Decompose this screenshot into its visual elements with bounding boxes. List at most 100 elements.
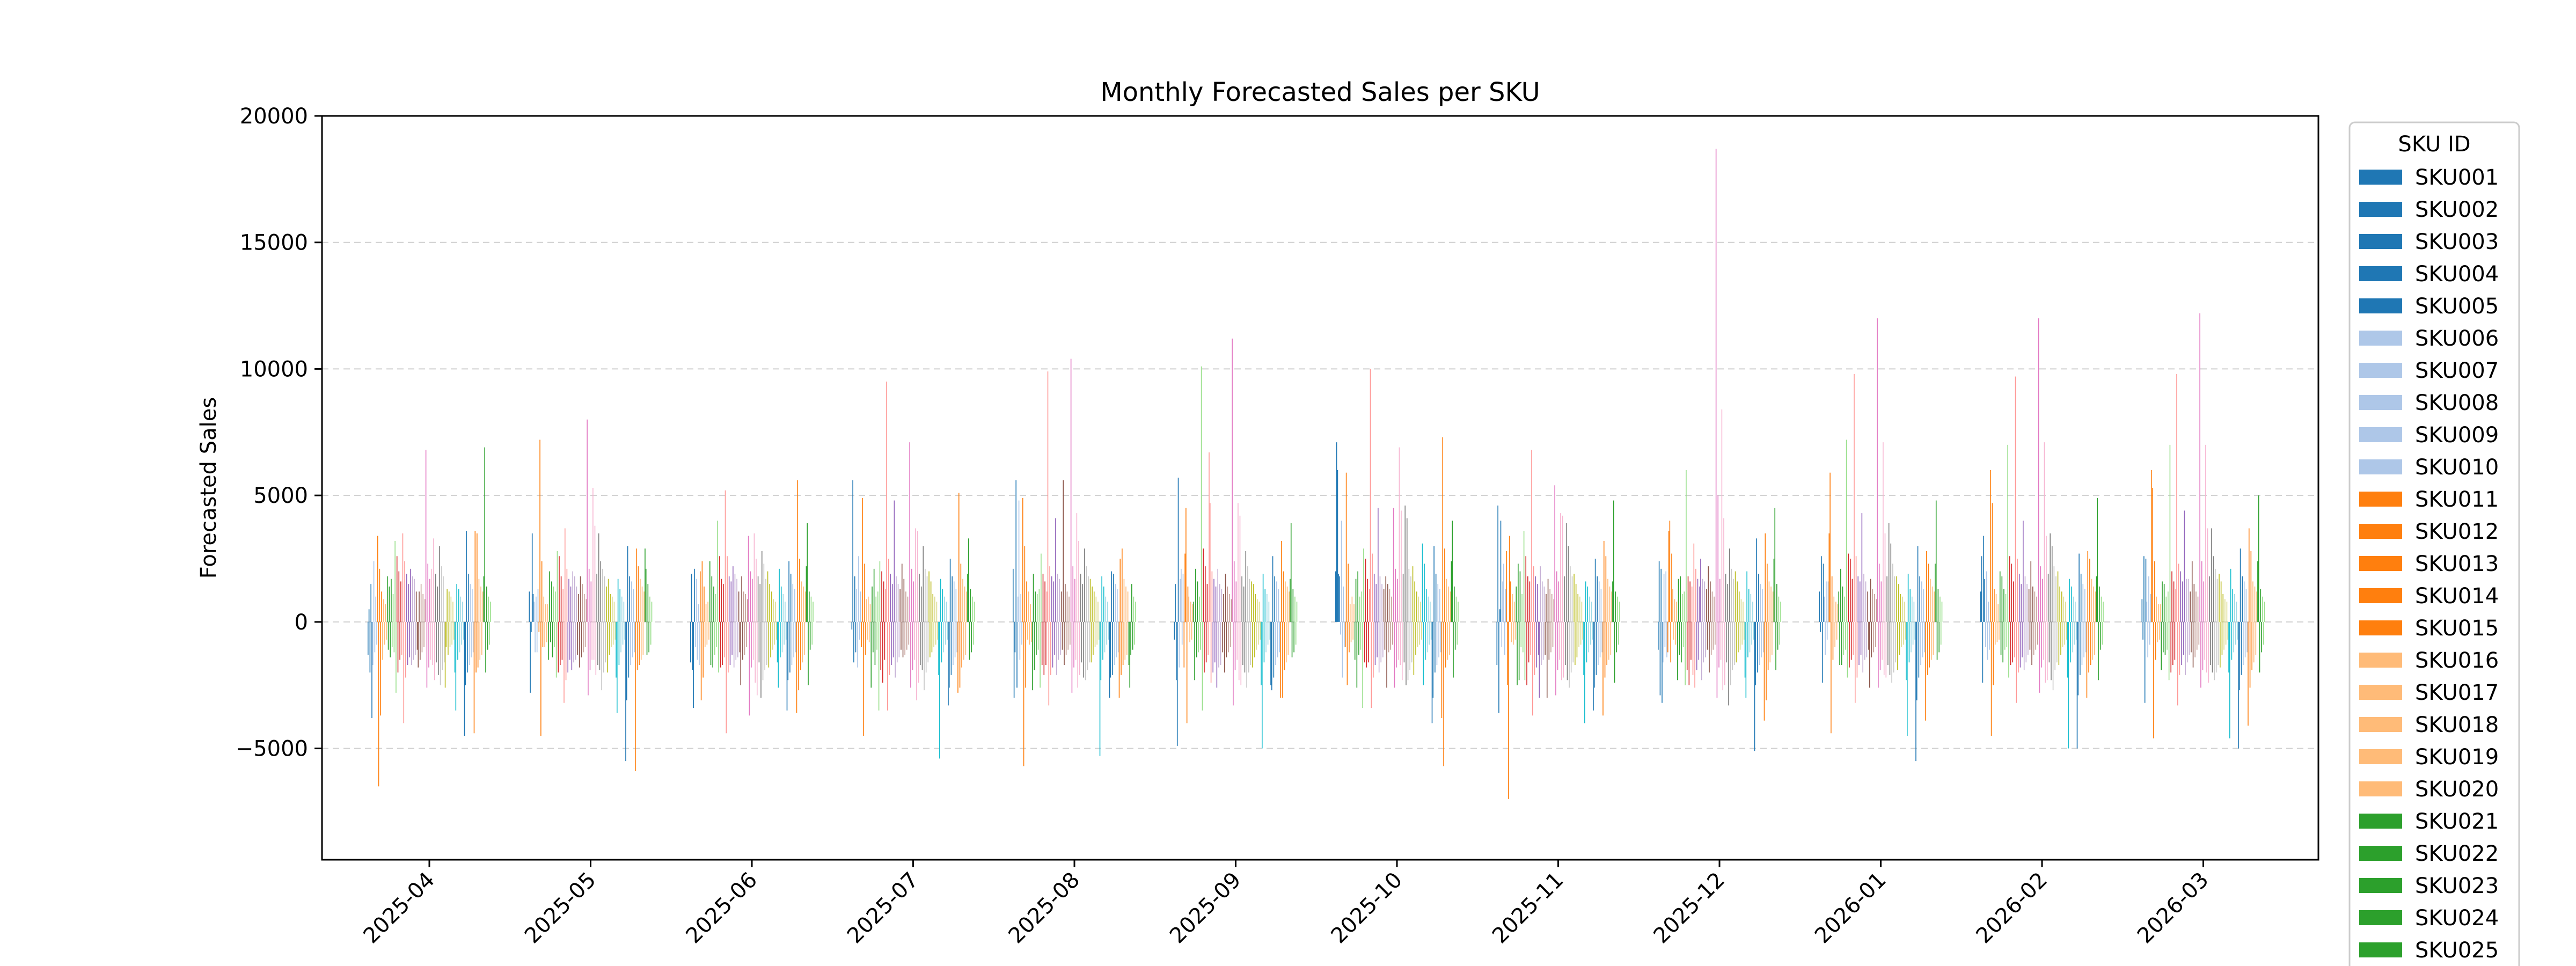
bar-sku014-2025-04 (380, 621, 381, 716)
x-tick-label: 2025-11 (1488, 868, 1569, 949)
bar-sku016-2026-02 (1994, 621, 1996, 645)
bar-sku019-2025-08 (1030, 604, 1031, 622)
bar-sku124-2025-12 (1776, 584, 1777, 622)
bar-sku096-2025-11 (1588, 621, 1589, 653)
bar-sku066-2025-06 (752, 621, 754, 660)
bar-sku050-2025-04 (415, 621, 416, 655)
bar-sku071-2025-04 (435, 574, 436, 622)
bar-sku042-2026-01 (1858, 621, 1860, 665)
bar-sku053-2025-08 (1063, 480, 1064, 622)
bar-sku012-2026-02 (1990, 621, 1992, 736)
bar-sku061-2026-01 (1877, 318, 1878, 622)
bar-sku032-2025-07 (881, 571, 882, 622)
bar-sku102-2025-07 (948, 621, 950, 688)
bar-sku126-2025-06 (810, 596, 812, 622)
bar-sku006-2026-02 (1985, 621, 1986, 647)
bar-sku117-2025-06 (802, 621, 803, 663)
bar-sku120-2025-06 (804, 591, 806, 622)
bar-sku056-2025-08 (1065, 621, 1067, 655)
bar-sku103-2025-06 (788, 561, 789, 622)
bar-sku007-2025-06 (696, 579, 697, 622)
bar-sku112-2025-05 (635, 548, 637, 622)
bar-sku003-2025-06 (692, 621, 693, 670)
bar-sku107-2025-04 (470, 584, 471, 622)
legend-swatch (2359, 492, 2402, 507)
bar-sku104-2026-01 (1918, 621, 1920, 678)
bar-sku014-2026-03 (2154, 561, 2155, 622)
bar-sku076-2025-12 (1730, 621, 1731, 685)
bar-sku022-2026-03 (2162, 581, 2163, 622)
bar-sku111-2026-02 (2086, 621, 2088, 698)
bar-sku079-2025-07 (926, 576, 928, 622)
bar-sku001-2026-02 (1980, 591, 1981, 622)
bar-sku085-2026-02 (2061, 591, 2062, 622)
bar-sku051-2026-03 (2190, 591, 2191, 622)
bar-sku121-2025-04 (483, 576, 485, 622)
bar-sku026-2025-12 (1681, 594, 1683, 622)
bar-sku090-2025-11 (1582, 621, 1584, 640)
bar-sku055-2025-07 (903, 579, 905, 622)
bar-sku028-2025-11 (1523, 621, 1524, 653)
bar-sku022-2025-09 (1194, 621, 1195, 680)
bar-sku004-2025-09 (1176, 621, 1178, 746)
bar-sku056-2025-09 (1227, 586, 1228, 622)
bar-sku010-2026-01 (1827, 581, 1829, 622)
legend-label: SKU011 (2415, 487, 2499, 512)
bar-sku095-2025-09 (1264, 589, 1266, 622)
bar-sku087-2025-11 (1579, 596, 1580, 622)
legend-swatch (2359, 331, 2402, 346)
bar-sku023-2025-05 (550, 621, 551, 642)
bar-sku085-2026-03 (2222, 594, 2224, 622)
bar-sku024-2025-06 (712, 621, 713, 668)
bar-sku115-2025-11 (1606, 621, 1607, 665)
bar-sku042-2025-06 (729, 621, 731, 665)
bar-sku018-2026-02 (1996, 621, 1998, 642)
bar-sku027-2025-12 (1682, 621, 1684, 647)
bar-sku091-2025-12 (1744, 621, 1746, 678)
bar-sku033-2025-04 (398, 571, 400, 622)
bar-sku073-2025-11 (1565, 523, 1567, 622)
bar-sku002-2025-07 (852, 480, 853, 622)
bar-sku074-2026-02 (2051, 621, 2052, 680)
bar-sku084-2025-10 (1415, 621, 1416, 655)
bars (368, 149, 2265, 799)
bar-sku105-2025-08 (1113, 574, 1114, 622)
bar-sku125-2026-02 (2099, 621, 2101, 650)
bar-sku096-2025-10 (1426, 621, 1428, 653)
bar-sku109-2026-03 (2245, 589, 2247, 622)
bar-sku087-2026-03 (2224, 599, 2226, 622)
bar-sku085-2025-06 (771, 591, 772, 622)
bar-sku062-2025-11 (1555, 621, 1556, 696)
bar-sku049-2025-05 (575, 621, 576, 660)
bar-sku108-2025-12 (1761, 621, 1762, 657)
bar-sku111-2025-08 (1118, 621, 1120, 698)
bar-sku015-2026-03 (2155, 621, 2156, 660)
bar-sku127-2026-03 (2263, 621, 2264, 645)
bar-sku031-2025-08 (1041, 621, 1043, 665)
bar-sku060-2026-03 (2198, 621, 2200, 645)
bar-sku102-2025-05 (626, 621, 627, 700)
bar-sku011-2025-07 (861, 621, 862, 647)
bar-sku099-2025-10 (1430, 602, 1431, 622)
bar-sku098-2025-05 (622, 621, 624, 645)
bar-sku038-2025-09 (1209, 503, 1211, 622)
bar-sku018-2025-11 (1513, 621, 1514, 645)
bar-sku128-2025-07 (974, 602, 975, 622)
bar-sku072-2025-05 (597, 621, 598, 665)
bar-sku117-2025-12 (1769, 621, 1771, 663)
legend-label: SKU022 (2415, 841, 2499, 866)
bar-sku004-2025-04 (370, 584, 372, 622)
legend-label: SKU003 (2415, 230, 2499, 254)
bar-sku086-2026-01 (1901, 621, 1902, 647)
bar-sku008-2025-12 (1664, 621, 1666, 647)
bar-sku066-2025-07 (914, 621, 915, 660)
bar-sku077-2025-10 (1408, 568, 1410, 622)
bar-sku056-2025-06 (743, 591, 744, 622)
bar-sku118-2025-11 (1609, 586, 1611, 622)
bar-sku116-2025-12 (1768, 581, 1770, 622)
bar-sku068-2025-04 (432, 621, 434, 665)
bar-sku059-2026-01 (1875, 621, 1876, 647)
bar-sku125-2025-07 (971, 621, 972, 653)
legend-swatch (2359, 234, 2402, 249)
bar-sku024-2026-03 (2163, 584, 2165, 622)
